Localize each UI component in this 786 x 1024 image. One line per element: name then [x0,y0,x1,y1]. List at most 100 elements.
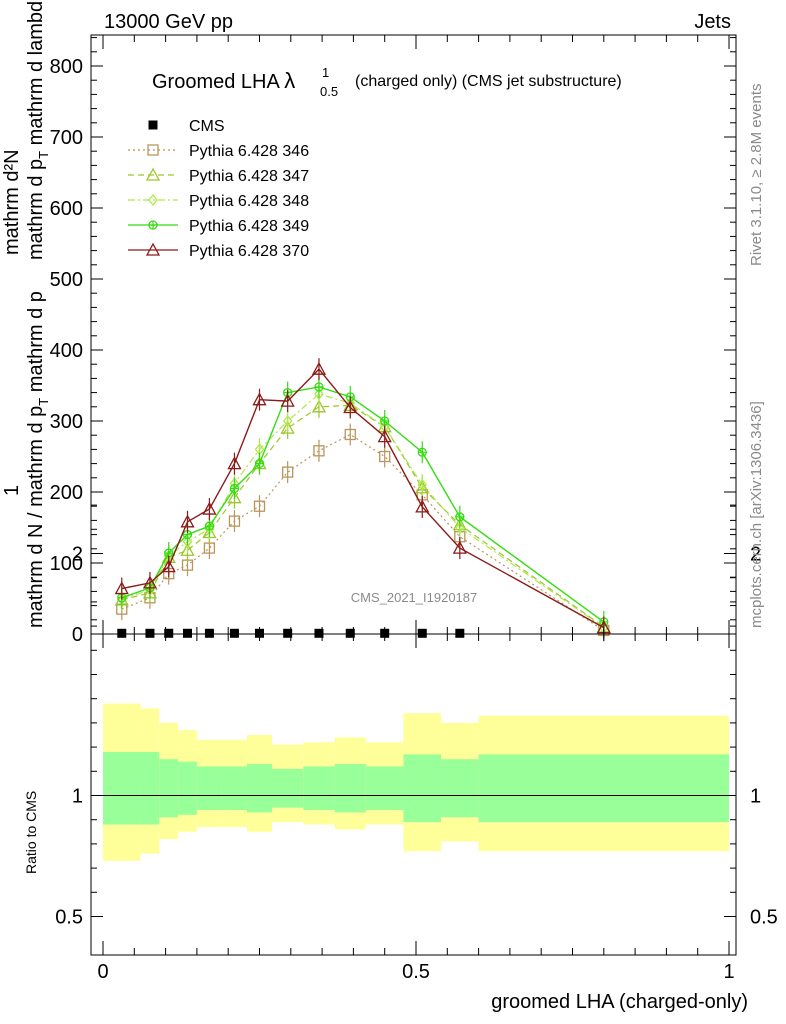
legend-marker-3 [148,193,158,207]
series-marker-5 [311,361,327,375]
series-marker-2 [227,490,242,504]
main-y-tick-label: 500 [50,269,83,291]
legend-label-0: CMS [189,118,225,135]
legend-label-2: Pythia 6.428 347 [189,168,309,185]
series-line-4 [121,386,605,623]
ylabel-numerator-one: 1 [1,485,23,496]
series-marker-1 [282,466,294,478]
series-marker-1 [253,500,266,512]
legend-item-2: Pythia 6.428 347 [128,167,309,185]
series-marker-3 [282,414,293,428]
legend-marker-5 [145,242,161,256]
x-tick-label: 1 [723,961,734,983]
x-tick-label: 0 [97,961,108,983]
legend-marker-0 [148,120,158,130]
rivet-version-label: Rivet 3.1.10, ≥ 2.8M events [748,84,765,267]
series-marker-0 [229,628,239,638]
main-y-tick-label: 100 [50,553,83,575]
legend-item-5: Pythia 6.428 370 [128,242,309,260]
ratio-y-tick-label-left: 2 [72,544,83,566]
main-y-tick-label: 700 [50,127,83,149]
plot-title: Groomed LHA λ 1 0.5 (charged only) (CMS … [152,65,622,99]
legend-item-4: Pythia 6.428 349 [128,218,309,235]
ratio-y-tick-label-right: 0.5 [750,907,778,929]
series-marker-4 [417,447,427,457]
legend-label-4: Pythia 6.428 349 [189,218,309,235]
legend-marker-4 [148,220,158,230]
header-collision-label: 13000 GeV pp [104,11,233,33]
series-marker-1 [313,445,325,457]
series-marker-5 [202,501,217,515]
series-4 [117,375,609,633]
main-y-tick-label: 600 [50,198,83,220]
series-marker-5 [227,456,242,470]
legend-marker-2 [145,167,161,181]
ratio-inner-band-9 [334,764,366,813]
plot-title-sup: 1 [322,65,329,80]
ratio-band-layer [103,703,729,861]
ratio-inner-band-10 [365,766,404,811]
series-marker-2 [280,420,295,434]
series-marker-0 [204,628,214,638]
series-marker-4 [455,512,465,522]
series-marker-0 [417,628,427,638]
ratio-inner-band-0 [103,751,141,825]
series-marker-4 [204,521,215,531]
series-marker-1 [379,450,391,463]
ratio-y-tick-label-left: 1 [72,786,83,808]
series-marker-5 [142,575,158,589]
main-y-tick-label: 400 [50,340,83,362]
series-marker-0 [455,628,465,638]
header-jets-label: Jets [694,11,731,33]
series-marker-3 [417,478,428,491]
legend-label-5: Pythia 6.428 370 [189,243,309,260]
series-marker-0 [164,628,174,638]
main-series-layer [114,358,611,642]
series-marker-2 [180,542,195,556]
ratio-inner-band-4 [196,766,222,811]
series-marker-0 [117,628,127,638]
mcplots-label: mcplots.cern.ch [arXiv:1306.3436] [748,401,765,628]
plot-title-lambda: λ [284,68,295,93]
ratio-inner-band-3 [178,761,197,815]
x-tick-label: 0.5 [402,961,430,983]
series-marker-5 [114,581,129,595]
ratio-panel-frame [90,633,737,956]
ratio-inner-band-1 [140,751,160,825]
ratio-y-tick-label-right: 2 [750,544,761,566]
analysis-id-label: CMS_2021_I1920187 [351,590,478,605]
series-line-5 [121,368,605,629]
series-marker-5 [180,514,195,528]
main-y-tick-label: 800 [50,56,83,78]
plot-title-main: Groomed LHA λ [152,68,295,93]
ratio-inner-band-7 [272,768,304,808]
legend-item-3: Pythia 6.428 348 [128,193,309,210]
legend: CMS Pythia 6.428 346 Pythia 6.428 347 Pythi… [128,118,309,260]
legend-label-1: Pythia 6.428 346 [189,143,309,160]
series-marker-1 [344,428,356,441]
series-marker-4 [254,458,265,469]
legend-item-1: Pythia 6.428 346 [128,143,309,160]
series-marker-2 [311,399,327,413]
legend-marker-1 [147,144,159,156]
series-marker-4 [314,382,324,392]
series-marker-0 [183,628,193,638]
ratio-inner-band-8 [303,766,335,811]
main-y-axis-label: 1 mathrm d N / mathrm d pT mathrm d p ma… [1,0,51,628]
main-y-tick-label: 200 [50,482,83,504]
legend-label-3: Pythia 6.428 348 [189,193,309,210]
ylabel-expression-top: mathrm d²N [1,149,23,255]
ratio-inner-band-5 [221,766,247,811]
x-axis-label: groomed LHA (charged-only) [491,991,748,1013]
axes-layer: 0 100 200 300 400 500 600 700 800 0 0.5 1 0.5 0.5 1 1 2 2 [50,34,778,983]
ratio-inner-band-2 [159,759,179,818]
series-marker-3 [454,521,465,534]
series-marker-0 [145,628,155,638]
series-marker-4 [380,416,390,426]
series-marker-5 [415,499,430,513]
plot-title-rest: (charged only) (CMS jet substructure) [355,73,622,90]
series-marker-3 [314,387,324,401]
ylabel-denominator: mathrm d N / mathrm d pT mathrm d p [25,291,51,628]
ratio-inner-band-12 [441,759,479,818]
